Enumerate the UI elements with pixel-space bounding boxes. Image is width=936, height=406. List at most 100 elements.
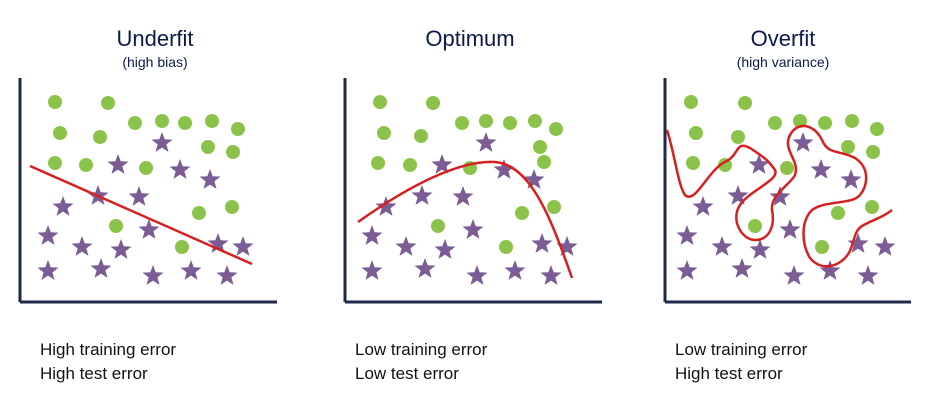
purple-star-point [138, 219, 160, 239]
green-circle-point [870, 122, 884, 136]
training-error-label: Low training error [355, 340, 488, 359]
purple-star-point [452, 186, 474, 206]
purple-star-point [769, 186, 791, 206]
green-circle-point [748, 219, 762, 233]
green-circle-point [499, 240, 513, 254]
green-circle-point [101, 96, 115, 110]
green-circle-point [93, 130, 107, 144]
purple-star-point [810, 159, 832, 179]
purple-star-point [361, 225, 383, 245]
panel-title: Optimum [425, 26, 515, 51]
green-circle-point [48, 95, 62, 109]
green-circle-point [684, 95, 698, 109]
green-circle-point [403, 158, 417, 172]
purple-star-point [475, 132, 497, 152]
purple-star-point [37, 260, 59, 280]
purple-star-point [71, 236, 93, 256]
purple-star-point [232, 236, 254, 256]
green-circle-point [780, 161, 794, 175]
purple-star-point [169, 159, 191, 179]
green-circle-point [231, 122, 245, 136]
panel-subtitle: (high variance) [736, 54, 830, 70]
green-circle-point [528, 114, 542, 128]
purple-star-point [731, 258, 753, 278]
purple-star-point [216, 265, 238, 285]
green-circle-point [426, 96, 440, 110]
axes [663, 78, 911, 304]
green-circle-point [175, 240, 189, 254]
green-circle-point [455, 116, 469, 130]
green-circle-point [533, 140, 547, 154]
green-circle-point [377, 126, 391, 140]
purple-star-point [792, 132, 814, 152]
purple-star-point [462, 219, 484, 239]
green-circle-point [537, 155, 551, 169]
green-circle-point [831, 206, 845, 220]
green-circle-point [547, 200, 561, 214]
green-circle-point [479, 114, 493, 128]
purple-star-point [110, 239, 132, 259]
purple-star-point [90, 258, 112, 278]
purple-star-point [411, 185, 433, 205]
purple-star-point [840, 169, 862, 189]
underfit-plot [18, 78, 277, 304]
axes [343, 78, 602, 304]
purple-star-point [711, 236, 733, 256]
panel-caption: Low training error Low test error [355, 338, 487, 386]
optimum-plot [343, 78, 602, 304]
purple-star-point [556, 236, 578, 256]
purple-star-point [493, 159, 515, 179]
purple-star-point [874, 236, 896, 256]
purple-star-point [180, 260, 202, 280]
panel-caption: High training error High test error [40, 338, 176, 386]
purple-star-point [819, 260, 841, 280]
green-circle-point [738, 96, 752, 110]
purple-star-point [37, 225, 59, 245]
purple-star-point [466, 265, 488, 285]
green-circle-point [48, 156, 62, 170]
purple-star-point [361, 260, 383, 280]
axes [18, 78, 277, 304]
green-circle-point [205, 114, 219, 128]
fit-curve [665, 124, 893, 268]
green-circle-point [225, 200, 239, 214]
green-circle-point [686, 156, 700, 170]
green-circle-point [815, 240, 829, 254]
green-circle-point [845, 114, 859, 128]
purple-star-point [414, 258, 436, 278]
green-circle-point [731, 130, 745, 144]
purple-star-point [151, 132, 173, 152]
purple-star-point [52, 196, 74, 216]
training-error-label: High training error [40, 340, 177, 359]
purple-star-point [142, 265, 164, 285]
green-circle-point [431, 219, 445, 233]
purple-star-point [676, 260, 698, 280]
purple-star-point [531, 233, 553, 253]
panel-underfit: Underfit (high bias) High training error… [0, 0, 310, 406]
purple-star-point [779, 219, 801, 239]
fit-line [29, 164, 253, 266]
purple-star-point [749, 239, 771, 259]
green-circle-point [793, 114, 807, 128]
panel-subtitle: (high bias) [122, 54, 188, 70]
panel-caption: Low training error High test error [675, 338, 807, 386]
green-circle-point [155, 114, 169, 128]
purple-star-point [375, 196, 397, 216]
green-circle-point [109, 219, 123, 233]
purple-star-point [847, 233, 869, 253]
green-circle-point [841, 140, 855, 154]
purple-star-point [107, 154, 129, 174]
purple-star-point [199, 169, 221, 189]
green-circle-point [178, 116, 192, 130]
green-circle-point [53, 126, 67, 140]
purple-star-point [523, 169, 545, 189]
green-circle-point [139, 161, 153, 175]
green-circle-point [503, 116, 517, 130]
panel-title: Overfit [750, 26, 816, 51]
green-circle-point [689, 126, 703, 140]
green-circle-point [515, 206, 529, 220]
green-circle-point [865, 200, 879, 214]
purple-star-point [395, 236, 417, 256]
test-error-label: High test error [40, 364, 148, 383]
green-circle-point [373, 95, 387, 109]
